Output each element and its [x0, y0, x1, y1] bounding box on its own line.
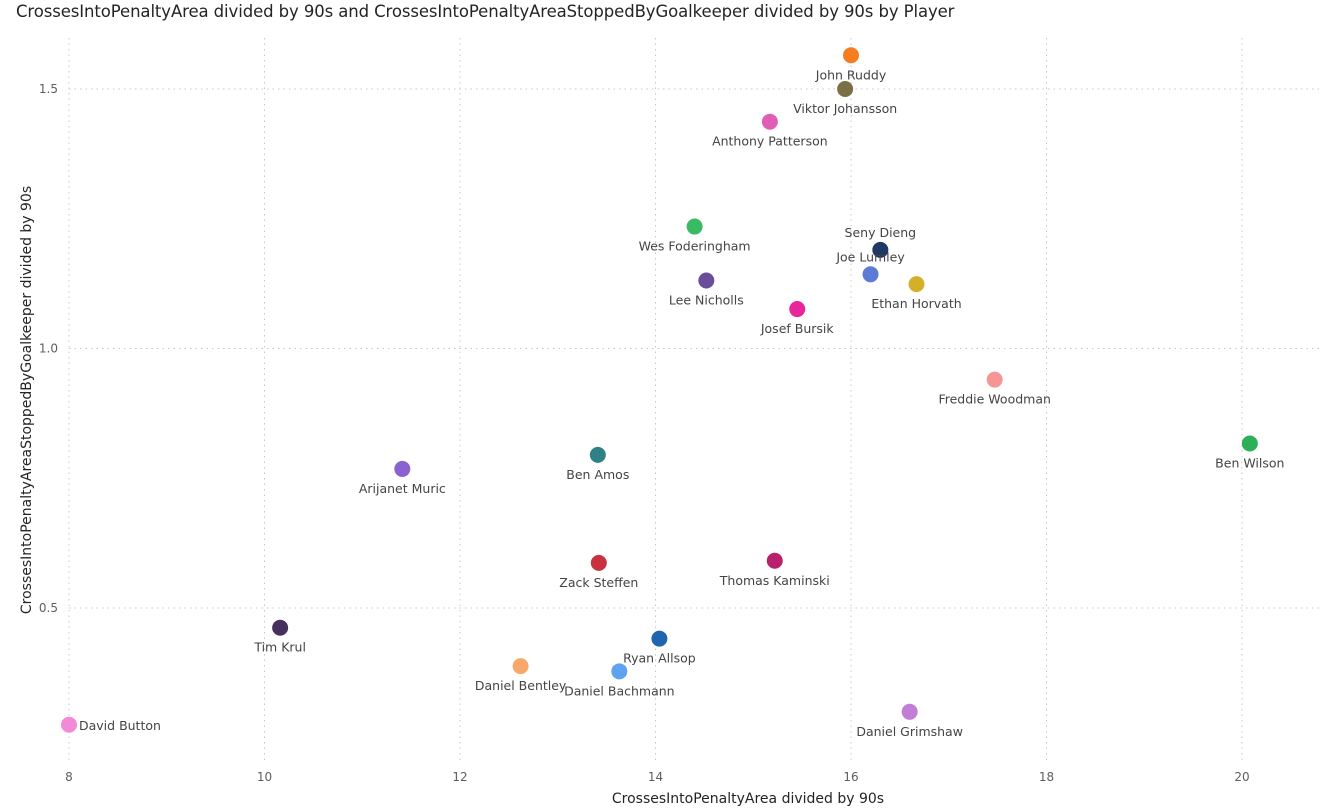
data-point[interactable] — [766, 552, 783, 569]
data-point[interactable] — [611, 663, 628, 680]
data-point[interactable] — [872, 241, 889, 258]
data-point-label: Ryan Allsop — [623, 651, 696, 666]
y-tick-label: 1.0 — [39, 342, 58, 356]
data-point[interactable] — [901, 703, 918, 720]
data-point-label: David Button — [79, 718, 161, 733]
data-point[interactable] — [590, 554, 607, 571]
data-point-label: Daniel Grimshaw — [856, 724, 963, 739]
data-point[interactable] — [1241, 435, 1258, 452]
data-point[interactable] — [789, 301, 806, 318]
data-point[interactable] — [908, 276, 925, 293]
chart-title: CrossesIntoPenaltyArea divided by 90s an… — [16, 2, 955, 21]
x-tick-label: 10 — [257, 770, 272, 784]
data-point-label: Viktor Johansson — [793, 101, 897, 116]
x-tick-label: 14 — [648, 770, 663, 784]
data-point[interactable] — [512, 658, 529, 675]
data-point[interactable] — [862, 266, 879, 283]
data-point-label: Tim Krul — [253, 640, 306, 655]
data-point-label: John Ruddy — [815, 67, 887, 82]
data-point-label: Ethan Horvath — [871, 296, 961, 311]
data-point-label: Ben Amos — [566, 467, 629, 482]
x-tick-label: 18 — [1039, 770, 1054, 784]
grid-layer — [68, 38, 1323, 763]
data-point-label: Daniel Bentley — [475, 678, 567, 693]
data-point-label: Seny Dieng — [845, 225, 917, 240]
data-point[interactable] — [651, 630, 668, 647]
data-point-label: Joe Lumley — [835, 249, 905, 264]
y-tick-label: 0.5 — [39, 601, 58, 615]
y-tick-label: 1.5 — [39, 82, 58, 96]
data-point[interactable] — [394, 460, 411, 477]
tick-layer: 8 10 12 14 16 18 20 0.5 1.0 1.5 — [39, 82, 1250, 784]
x-tick-label: 8 — [65, 770, 73, 784]
data-point[interactable] — [761, 113, 778, 130]
data-point-label: Freddie Woodman — [938, 392, 1050, 407]
data-point-label: Josef Bursik — [760, 321, 835, 336]
label-layer: John Ruddy Viktor Johansson Anthony Patter… — [79, 67, 1284, 739]
data-point[interactable] — [837, 81, 854, 97]
data-point[interactable] — [61, 716, 77, 733]
data-point-label: Wes Foderingham — [639, 239, 751, 254]
data-point[interactable] — [698, 272, 715, 289]
data-point-label: Zack Steffen — [559, 575, 638, 590]
y-axis-title: CrossesIntoPenaltyAreaStoppedByGoalkeepe… — [19, 186, 35, 614]
data-point[interactable] — [986, 371, 1003, 388]
data-point-label: Ben Wilson — [1215, 455, 1284, 470]
data-point-label: Arijanet Muric — [359, 481, 446, 496]
data-point[interactable] — [589, 446, 606, 463]
data-point[interactable] — [843, 47, 859, 64]
data-point-label: Anthony Patterson — [712, 134, 828, 149]
x-tick-label: 12 — [452, 770, 467, 784]
data-point-label: Daniel Bachmann — [564, 683, 675, 698]
x-tick-label: 20 — [1234, 770, 1249, 784]
x-tick-label: 16 — [843, 770, 858, 784]
data-point[interactable] — [686, 218, 703, 235]
x-axis-title: CrossesIntoPenaltyArea divided by 90s — [612, 791, 884, 807]
data-point-label: Lee Nicholls — [669, 293, 744, 308]
point-layer — [61, 47, 1258, 733]
data-point[interactable] — [272, 619, 289, 636]
data-point-label: Thomas Kaminski — [719, 573, 830, 588]
